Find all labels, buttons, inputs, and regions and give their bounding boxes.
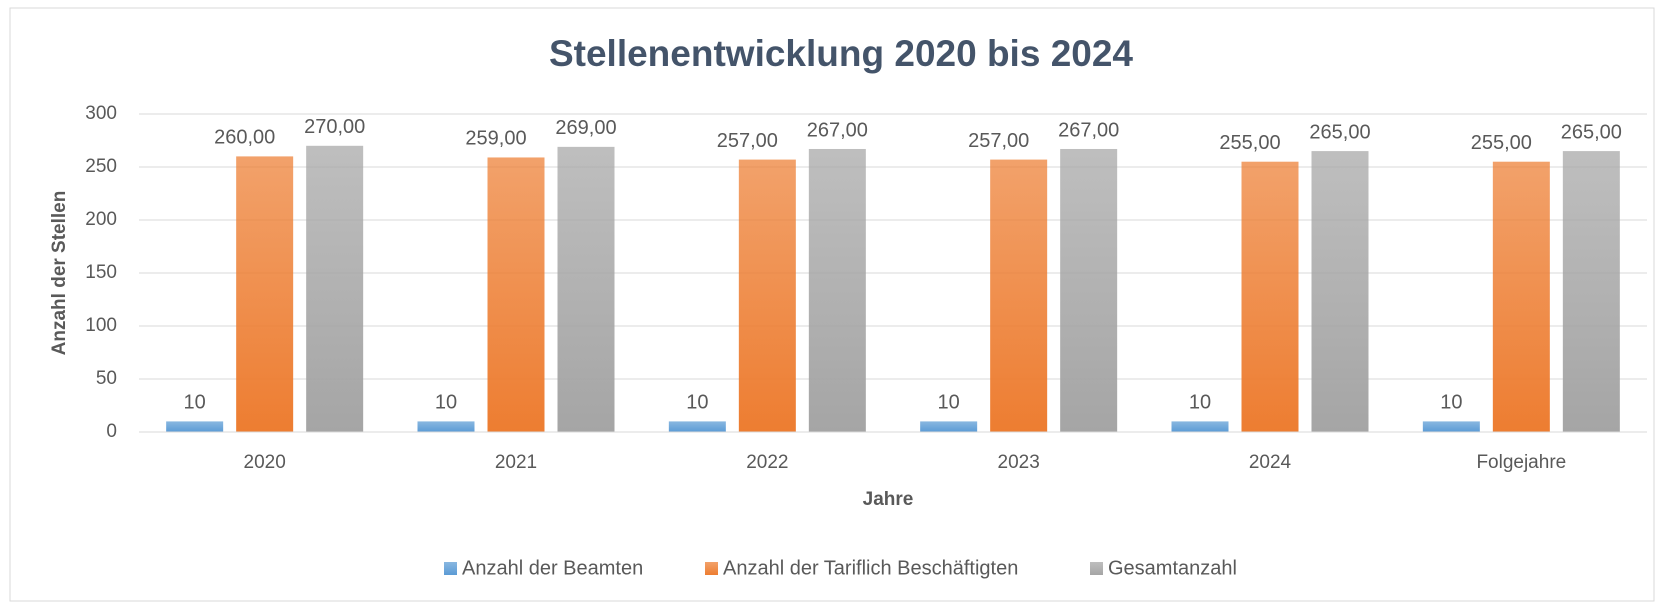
y-tick-label: 150 [85, 262, 117, 283]
bar [1492, 161, 1550, 432]
data-label: 259,00 [465, 128, 526, 150]
bar [1171, 421, 1229, 432]
y-tick-label: 50 [96, 368, 117, 389]
bar [487, 157, 545, 432]
x-axis-title: Jahre [863, 489, 914, 510]
bar [417, 421, 475, 432]
y-axis-title: Anzahl der Stellen [49, 191, 70, 356]
x-tick-label: 2023 [998, 452, 1040, 473]
data-label: 265,00 [1561, 121, 1622, 143]
data-label: 10 [938, 392, 960, 414]
legend-swatch [444, 562, 457, 575]
legend-label: Gesamtanzahl [1108, 557, 1237, 579]
data-label: 257,00 [968, 130, 1029, 152]
legend-label: Anzahl der Beamten [462, 557, 643, 579]
data-label: 255,00 [1471, 132, 1532, 154]
bar [1241, 161, 1299, 432]
data-label: 267,00 [807, 119, 868, 141]
bar [990, 159, 1048, 432]
bar [557, 146, 615, 433]
data-label: 267,00 [1058, 119, 1119, 141]
x-tick-label: 2021 [495, 452, 537, 473]
bar [1562, 151, 1620, 432]
bar [1422, 421, 1480, 432]
x-tick-label: 2020 [244, 452, 286, 473]
y-tick-label: 300 [85, 103, 117, 124]
bar [1311, 151, 1369, 432]
data-label: 257,00 [717, 130, 778, 152]
bar [738, 159, 796, 432]
bar [306, 145, 364, 433]
legend-label: Anzahl der Tariflich Beschäftigten [723, 557, 1018, 579]
y-tick-label: 0 [106, 421, 117, 442]
bar [920, 421, 978, 432]
x-tick-label: 2022 [746, 452, 788, 473]
chart-title: Stellenentwicklung 2020 bis 2024 [549, 33, 1133, 74]
y-tick-label: 250 [85, 156, 117, 177]
bar [166, 421, 224, 432]
data-label: 265,00 [1309, 121, 1370, 143]
data-label: 269,00 [555, 117, 616, 139]
data-label: 10 [686, 392, 708, 414]
bar [808, 148, 866, 433]
bar [668, 421, 726, 432]
y-tick-label: 100 [85, 315, 117, 336]
x-tick-label: 2024 [1249, 452, 1292, 473]
bar [1060, 148, 1118, 433]
legend-swatch [1090, 562, 1103, 575]
data-label: 255,00 [1219, 132, 1280, 154]
data-label: 10 [435, 392, 457, 414]
data-label: 10 [1189, 392, 1211, 414]
data-label: 260,00 [214, 127, 275, 149]
x-tick-label: Folgejahre [1476, 452, 1566, 473]
y-tick-label: 200 [85, 209, 117, 230]
data-label: 10 [184, 392, 206, 414]
legend-swatch [705, 562, 718, 575]
bar [236, 156, 294, 432]
data-label: 270,00 [304, 116, 365, 138]
data-label: 10 [1440, 392, 1462, 414]
